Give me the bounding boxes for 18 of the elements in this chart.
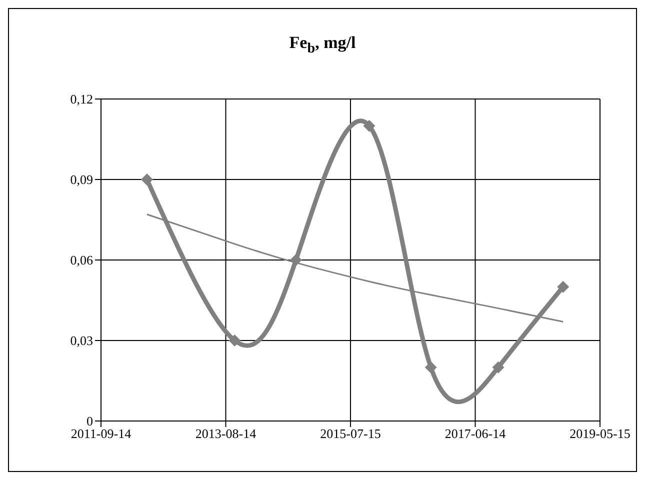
point xyxy=(424,361,437,374)
point xyxy=(363,120,376,132)
point xyxy=(140,174,153,186)
chart-title: Fe$_{b}$, mg/l xyxy=(289,33,356,56)
x-tick-label: 2015-07-15 xyxy=(320,426,381,442)
y-tick-label: 0 xyxy=(86,414,93,429)
point xyxy=(228,334,241,346)
point xyxy=(492,361,504,374)
x-tick-label: 2019-05-15 xyxy=(570,426,630,442)
point xyxy=(557,280,570,293)
y-tick-label: 0,12 xyxy=(70,92,93,107)
x-tick-label: 2011-09-14 xyxy=(70,426,132,442)
point xyxy=(290,254,302,266)
x-tick-label: 2013-08-14 xyxy=(195,426,257,442)
y-tick-label: 0,09 xyxy=(70,172,93,188)
x-tick-label: 2017-06-14 xyxy=(444,426,506,442)
y-tick-label: 0,06 xyxy=(70,252,94,268)
y-tick-label: 0,03 xyxy=(70,333,93,348)
